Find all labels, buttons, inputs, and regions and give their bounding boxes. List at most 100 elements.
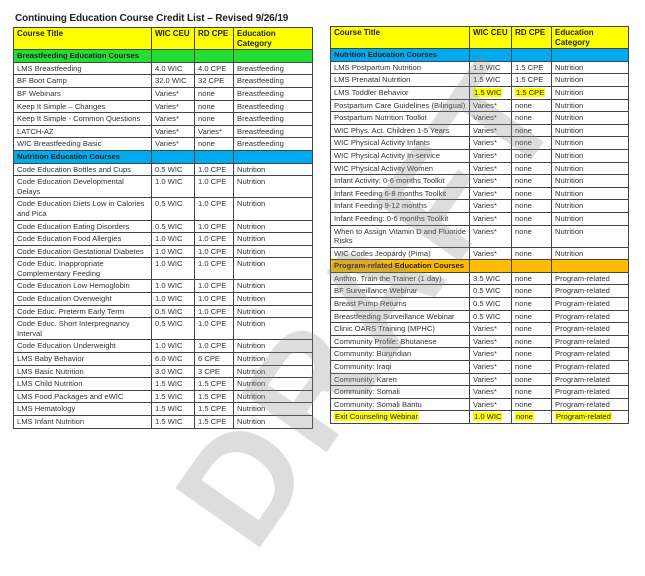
cell-rd-cpe: 1.5 CPE xyxy=(194,402,234,416)
cell-wic-ceu: 1.0 WIC xyxy=(151,232,195,246)
cell-wic-ceu: 1.0 WIC xyxy=(469,410,512,424)
cell-wic-ceu: Varies* xyxy=(469,211,512,226)
cell-wic-ceu: Varies* xyxy=(469,174,512,188)
table-row: WIC Phys. Act. Children 1-5 Years Varies*… xyxy=(330,123,629,138)
cell-education-category: Breastfeeding xyxy=(233,137,313,151)
header-course-title: Course Title xyxy=(330,25,470,50)
section-cell xyxy=(151,49,195,63)
table-row: Code Education Bottles and Cups 0.5 WIC 1.… xyxy=(13,162,313,177)
cell-rd-cpe: none xyxy=(511,360,552,374)
cell-course-title: LMS Postpartum Nutrition xyxy=(330,60,470,75)
table-body: Course Title WIC CEU RD CPE Education Categ… xyxy=(13,26,313,429)
cell-rd-cpe: 1.0 CPE xyxy=(194,257,234,281)
cell-education-category: Nutrition xyxy=(233,232,313,246)
cell-education-category: Nutrition xyxy=(551,246,629,261)
cell-wic-ceu: 1.0 WIC xyxy=(151,175,195,199)
cell-wic-ceu: Varies* xyxy=(469,385,512,399)
cell-wic-ceu: 1.0 WIC xyxy=(151,292,195,306)
table-row: LMS Hematology 1.5 WIC 1.5 CPE Nutrition xyxy=(13,402,313,416)
section-cell xyxy=(151,149,195,164)
cell-wic-ceu: 0.5 WIC xyxy=(151,219,195,234)
cell-education-category: Nutrition xyxy=(551,211,629,226)
table-row: BF Boot Camp 32.0 WIC 32 CPE Breastfeeding xyxy=(13,74,313,88)
cell-education-category: Nutrition xyxy=(233,364,313,379)
cell-education-category: Nutrition xyxy=(551,111,629,125)
section-cell xyxy=(511,48,552,62)
section-cell xyxy=(469,259,512,273)
cell-wic-ceu: Varies* xyxy=(151,112,195,126)
cell-course-title: Infant Feeding 6-8 months Toolkit xyxy=(330,186,470,201)
cell-course-title: LMS Baby Behavior xyxy=(13,352,152,366)
table-row: BF Surveillance Webinar 0.5 WIC none Progra… xyxy=(330,284,629,299)
cell-course-title: Code Education Bottles and Cups xyxy=(13,162,152,177)
table-row: Code Education Developmental Delays 1.0 W… xyxy=(13,175,313,199)
section-cell xyxy=(469,48,512,62)
table-row: Anthro. Train the Trainer (1 day) 3.5 WIC… xyxy=(330,271,629,286)
cell-rd-cpe: none xyxy=(511,199,552,213)
table-row: Community: Karen Varies* none Program-relat… xyxy=(330,372,629,387)
cell-course-title: Community: Burundian xyxy=(330,347,470,362)
cell-education-category: Nutrition xyxy=(551,123,629,138)
cell-education-category: Nutrition xyxy=(551,73,629,87)
table-row: Community: Burundian Varies* none Program-r… xyxy=(330,347,629,362)
cell-wic-ceu: 1.5 WIC xyxy=(469,73,512,87)
cell-education-category: Program-related xyxy=(551,397,629,412)
cell-course-title: Code Education Eating Disorders xyxy=(13,219,152,234)
cell-wic-ceu: Varies* xyxy=(469,246,512,261)
table-row: WIC Physical Activity Women Varies* none Nu… xyxy=(330,161,629,176)
cell-education-category: Nutrition xyxy=(233,292,313,306)
cell-education-category: Nutrition xyxy=(551,60,629,75)
cell-rd-cpe: none xyxy=(511,161,552,176)
table-row: Breast Pump Returns 0.5 WIC none Program-re… xyxy=(330,297,629,311)
section-title: Nutrition Education Courses xyxy=(13,149,152,164)
cell-education-category: Breastfeeding xyxy=(233,99,313,114)
table-row: Code Educ. Preterm Early Term 0.5 WIC 1.0 … xyxy=(13,304,313,319)
cell-course-title: Code Educ. Inappropriate Complementary F… xyxy=(13,257,152,281)
cell-course-title: WIC Physical Activity Infants xyxy=(330,136,470,150)
cell-rd-cpe: none xyxy=(511,111,552,125)
header-education-category: Education Category xyxy=(233,26,313,51)
cell-rd-cpe: 1.0 CPE xyxy=(194,219,234,234)
cell-education-category: Program-related xyxy=(551,284,629,299)
header-wic-ceu: WIC CEU xyxy=(469,25,512,50)
cell-wic-ceu: 6.0 WIC xyxy=(151,352,195,366)
cell-wic-ceu: 1.0 WIC xyxy=(151,257,195,281)
cell-wic-ceu: Varies* xyxy=(151,86,195,101)
cell-education-category: Program-related xyxy=(551,410,629,424)
cell-wic-ceu: 1.5 WIC xyxy=(151,415,195,429)
cell-rd-cpe: none xyxy=(511,410,552,424)
highlighted-text: 1.5 CPE xyxy=(515,87,546,97)
cell-wic-ceu: 1.5 WIC xyxy=(151,389,195,404)
cell-wic-ceu: 3.5 WIC xyxy=(469,271,512,286)
cell-course-title: Code Education Diets Low in Calories and… xyxy=(13,197,152,221)
table-row: LMS Basic Nutrition 3.0 WIC 3 CPE Nutrition xyxy=(13,364,313,379)
cell-rd-cpe: none xyxy=(511,385,552,399)
cell-wic-ceu: Varies* xyxy=(469,161,512,176)
cell-rd-cpe: 1.0 CPE xyxy=(194,317,234,341)
cell-rd-cpe: none xyxy=(511,174,552,188)
cell-education-category: Breastfeeding xyxy=(233,124,313,139)
table-row: LMS Child Nutrition 1.5 WIC 1.5 CPE Nutriti… xyxy=(13,377,313,391)
section-cell xyxy=(233,149,313,164)
cell-course-title: LMS Child Nutrition xyxy=(13,377,152,391)
cell-wic-ceu: 0.5 WIC xyxy=(151,162,195,177)
cell-wic-ceu: Varies* xyxy=(151,137,195,151)
cell-education-category: Nutrition xyxy=(551,85,629,100)
cell-education-category: Nutrition xyxy=(233,279,313,294)
table-row: Infant Feeding 6-8 months Toolkit Varies*… xyxy=(330,186,629,201)
cell-course-title: WIC Physical Activity In-service xyxy=(330,148,470,163)
cell-wic-ceu: 1.5 WIC xyxy=(151,377,195,391)
cell-course-title: LATCH-AZ xyxy=(13,124,152,139)
table-row: LMS Baby Behavior 6.0 WIC 6 CPE Nutrition xyxy=(13,352,313,366)
cell-course-title: When to Assign Vitamin D and Fluoride Ri… xyxy=(330,224,470,248)
cell-wic-ceu: Varies* xyxy=(469,98,512,113)
cell-rd-cpe: 1.0 CPE xyxy=(194,232,234,246)
cell-rd-cpe: 1.5 CPE xyxy=(511,60,552,75)
cell-rd-cpe: none xyxy=(194,112,234,126)
cell-rd-cpe: none xyxy=(511,372,552,387)
cell-course-title: Infant Activity: 0-6 months Toolkit xyxy=(330,174,470,188)
cell-rd-cpe: 1.0 CPE xyxy=(194,175,234,199)
cell-wic-ceu: Varies* xyxy=(469,123,512,138)
table-row: Breastfeeding Surveillance Webinar 0.5 WI… xyxy=(330,309,629,324)
cell-course-title: Code Educ. Short Interpregnancy Interval xyxy=(13,317,152,341)
